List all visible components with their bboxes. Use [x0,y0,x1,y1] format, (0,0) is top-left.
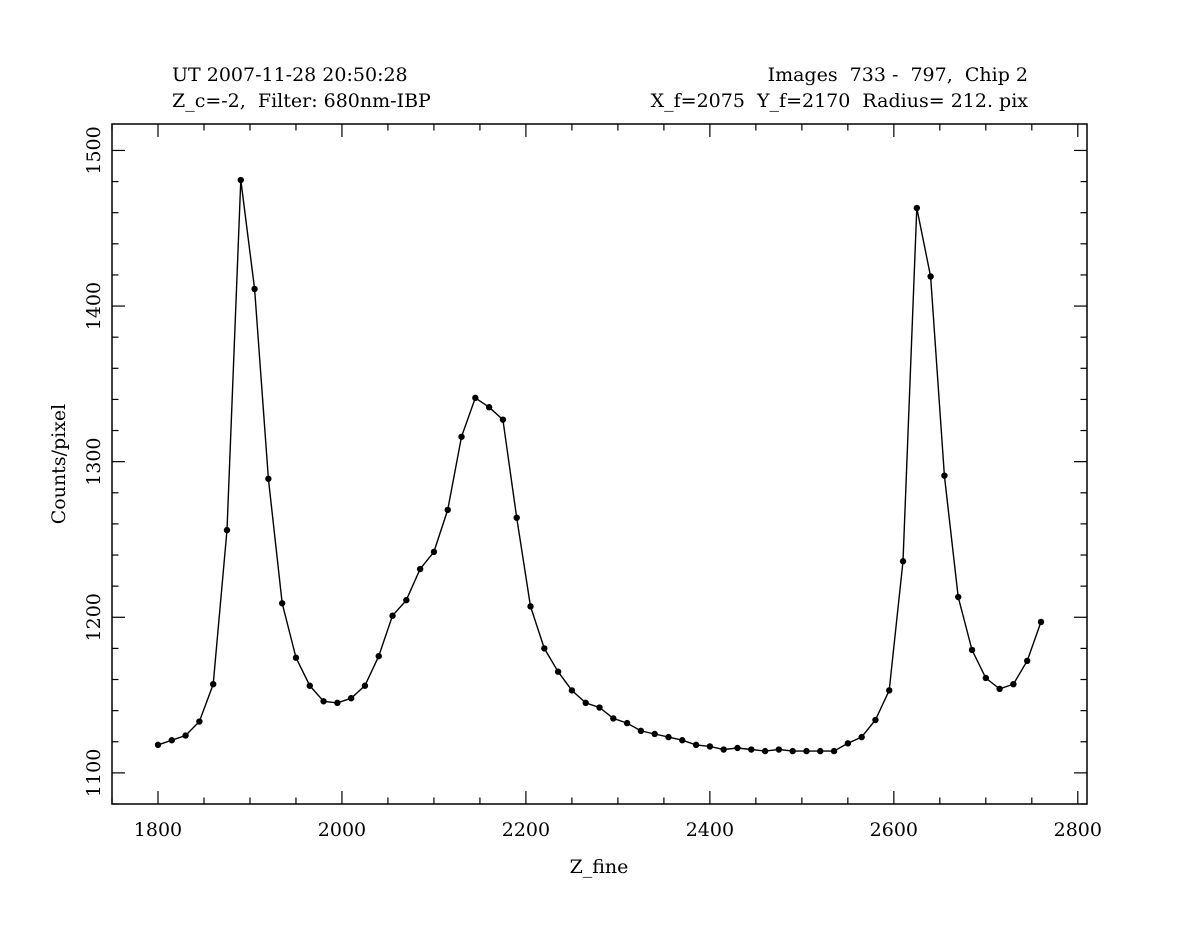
x-tick-label: 2200 [502,819,550,841]
data-point [996,685,1003,693]
data-point [237,176,244,184]
data-point [306,682,313,689]
data-point [941,472,948,479]
x-axis-label: Z_fine [570,856,629,878]
data-point [623,719,631,727]
y-tick-label: 1400 [83,282,105,330]
data-point [913,204,921,212]
axis-tick-labels: 1800 2000 2200 2400 2600 2800 1100 1200 1300 1400… [83,126,1102,841]
data-point [223,526,231,534]
data-point [499,416,507,423]
data-point [334,699,341,707]
data-point [955,593,962,601]
data-point [541,645,548,652]
data-point [775,746,783,753]
data-point [154,741,162,749]
data-point [403,596,410,604]
data-point [637,727,645,735]
header-filter-info: Z_c=-2, Filter: 680nm-IBP [172,90,431,112]
data-point [416,565,424,573]
x-tick-label: 2800 [1054,819,1102,841]
data-point [720,746,727,753]
data-point [568,687,576,694]
data-point [513,514,520,521]
data-point [1010,680,1017,688]
data-point [375,652,382,660]
header-images-info: Images 733 - 797, Chip 2 [767,64,1028,86]
data-point [472,394,479,402]
data-point [182,732,189,739]
data-point [982,674,990,682]
y-tick-label: 1100 [83,749,105,797]
data-point [651,730,658,738]
data-point [168,737,175,744]
data-point [554,668,562,675]
x-tick-label: 2600 [870,819,918,841]
data-point [265,475,272,482]
data-point [886,687,893,694]
data-point [251,285,258,293]
data-points [154,176,1045,755]
data-point [430,548,438,556]
header-timestamp: UT 2007-11-28 20:50:28 [172,64,408,86]
data-point [706,743,714,750]
data-point [458,433,465,440]
data-point [596,704,603,711]
data-point [209,680,217,688]
data-point [610,715,617,722]
data-point [927,273,934,280]
data-point [196,718,203,725]
data-point [347,694,355,702]
data-point [858,733,865,741]
data-point [679,737,686,744]
data-point [734,744,741,752]
data-point [361,682,369,689]
series-line [157,179,1042,752]
data-point [527,603,534,610]
data-point [872,716,879,724]
data-point [444,506,451,514]
y-tick-label: 1300 [83,437,105,485]
data-point [692,741,700,749]
data-point [789,747,796,755]
y-axis-label: Counts/pixel [48,404,70,525]
data-point [1024,657,1031,665]
x-tick-label: 1800 [134,819,182,841]
data-point [1037,618,1045,626]
data-point [320,698,327,705]
data-point [817,747,824,755]
data-point [292,654,300,661]
data-point [665,733,672,741]
data-point [844,740,852,747]
data-point [830,747,838,755]
header-position-info: X_f=2075 Y_f=2170 Radius= 212. pix [650,90,1028,112]
data-point [748,746,755,753]
data-point [803,747,810,755]
data-point [389,612,396,619]
data-point [761,747,769,755]
data-point [582,699,589,707]
axis-ticks [111,124,1087,805]
data-point [278,600,286,607]
y-tick-label: 1500 [83,126,105,174]
data-point [968,646,976,654]
data-point [899,558,907,565]
data-point [485,404,493,411]
plot-frame [111,123,1088,805]
x-tick-label: 2000 [318,819,366,841]
y-tick-label: 1200 [83,593,105,641]
x-tick-label: 2400 [686,819,734,841]
